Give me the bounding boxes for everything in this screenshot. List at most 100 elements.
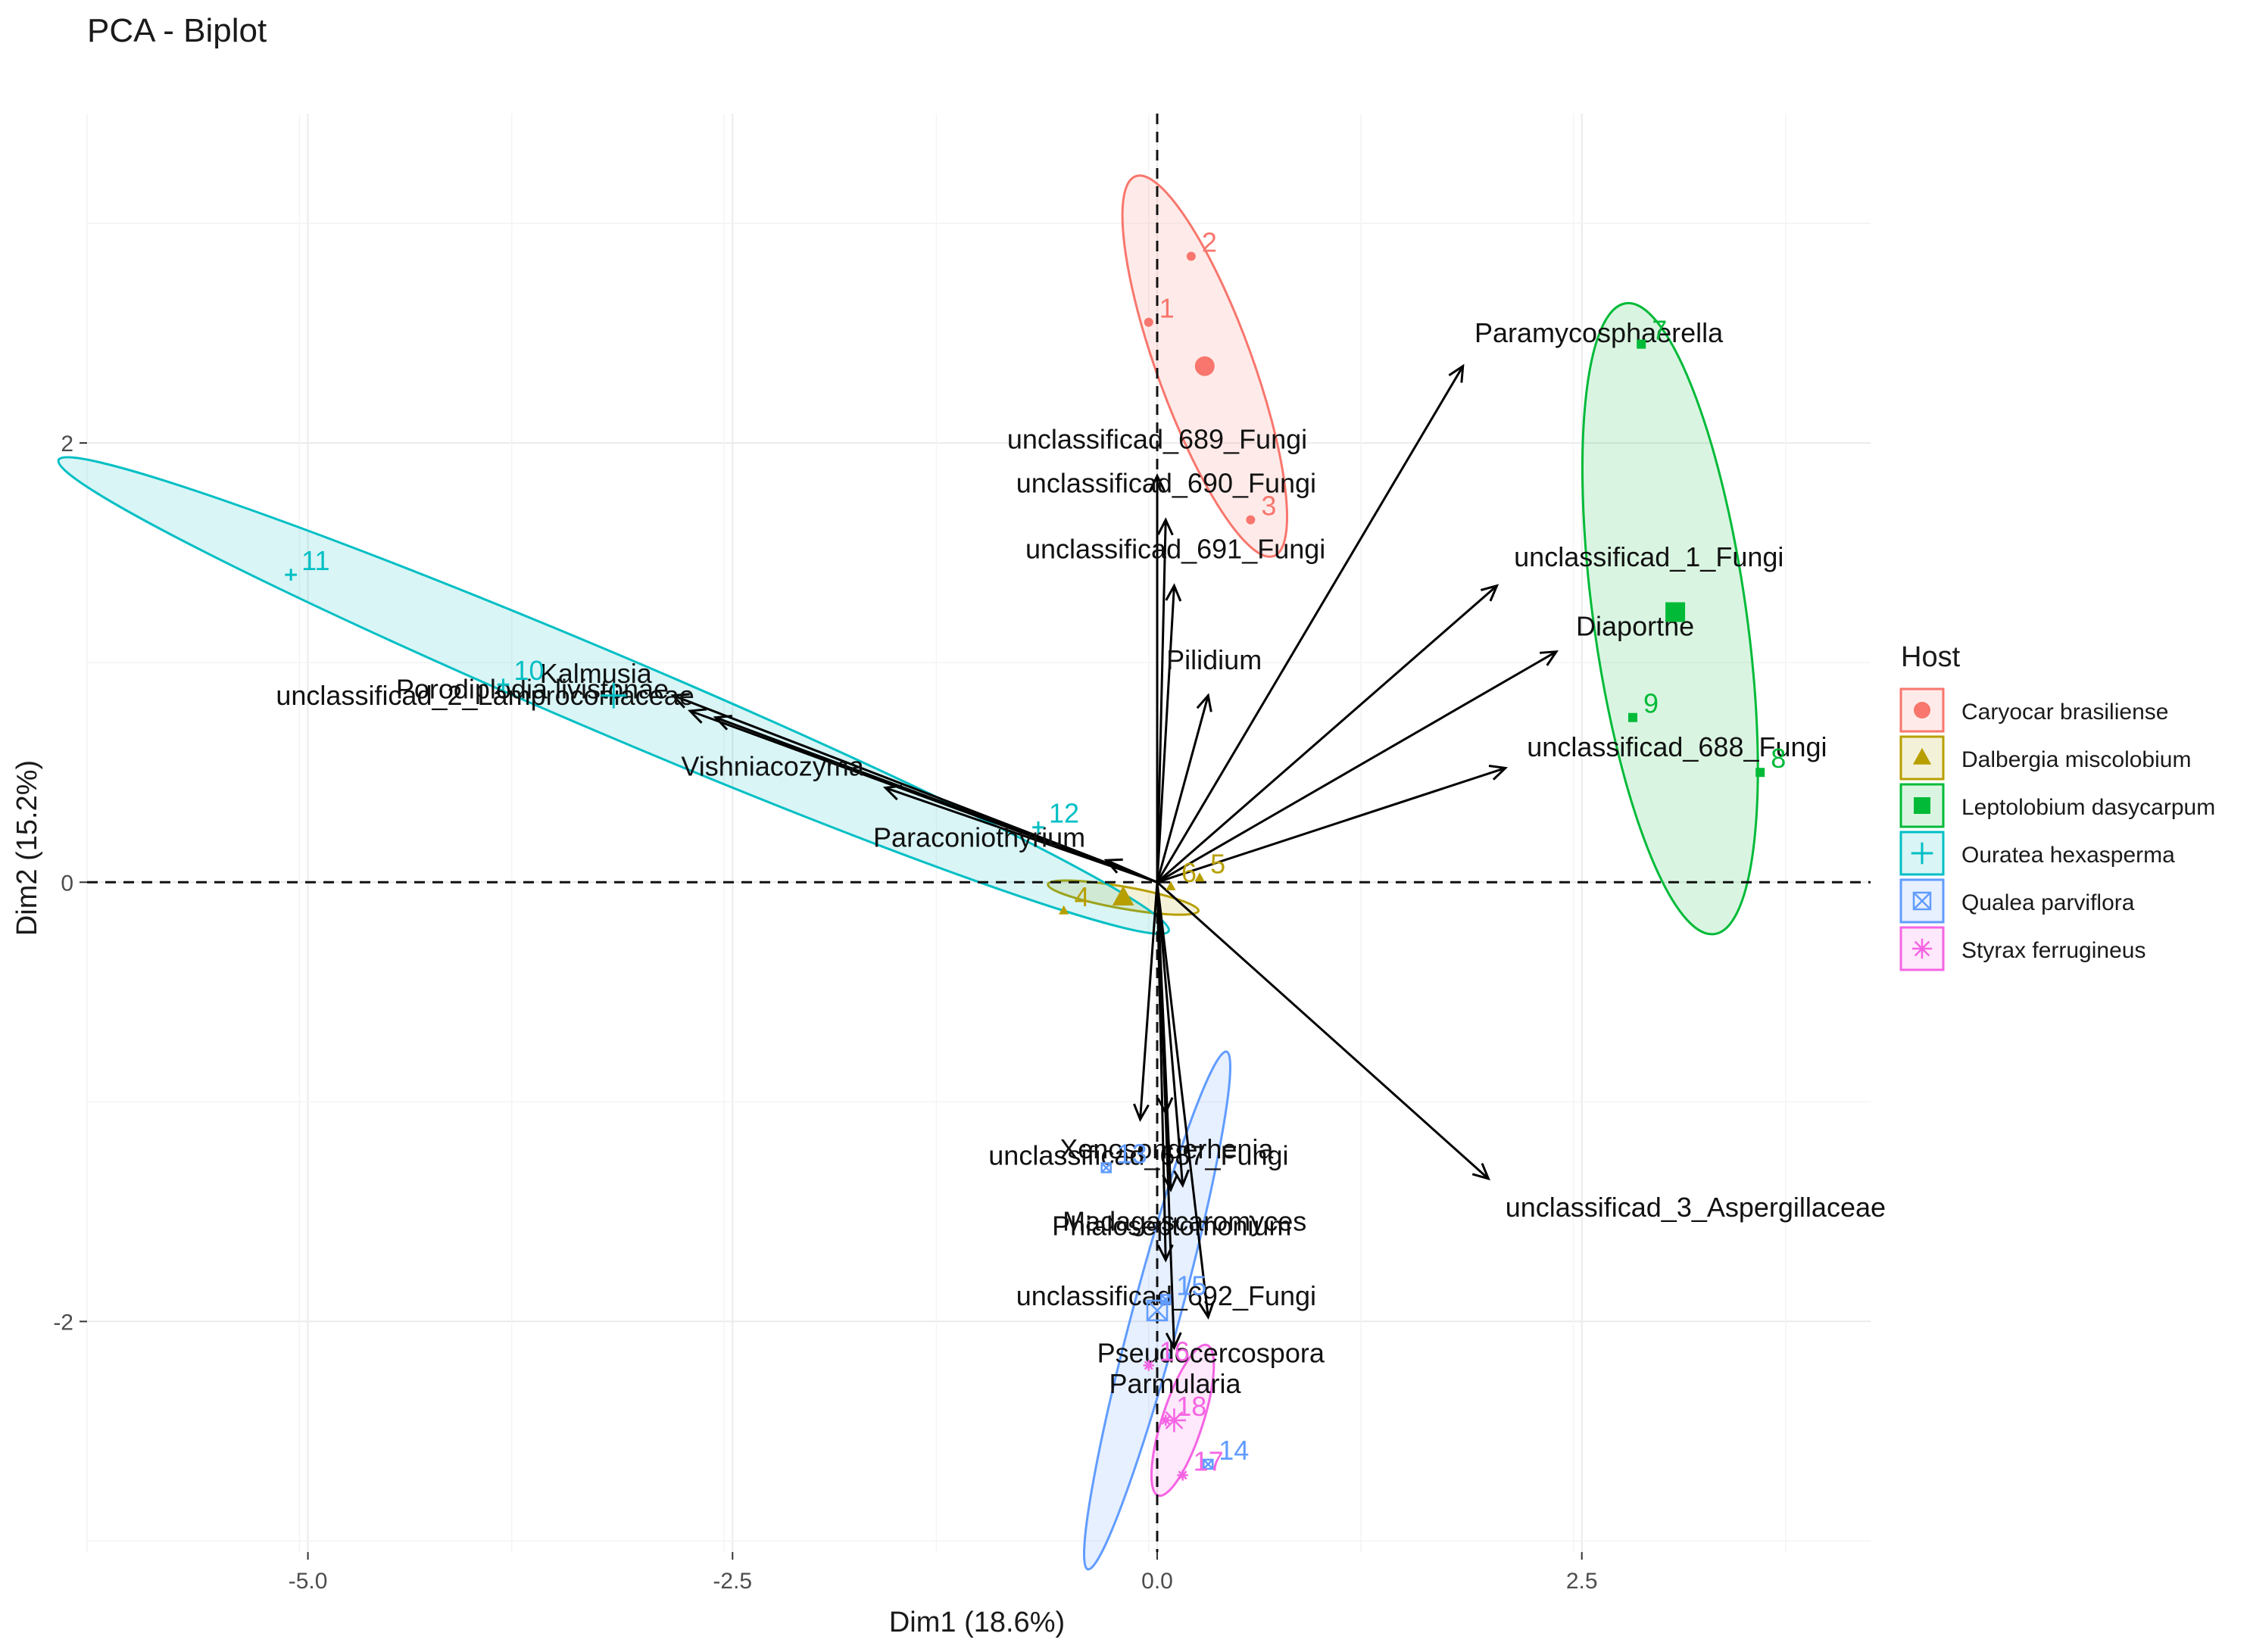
legend-entry-label: Dalbergia miscolobium — [1961, 747, 2191, 772]
loading-label: unclassificad_691_Fungi — [1025, 534, 1325, 565]
legend-entry-label: Caryocar brasiliense — [1961, 700, 2168, 725]
sample-point-label: 2 — [1202, 227, 1217, 258]
arrow-head — [1540, 650, 1559, 666]
arrow-head — [1165, 583, 1182, 602]
loading-arrow — [1156, 882, 1175, 1348]
sample-point-label: 3 — [1261, 491, 1276, 522]
sample-point-label: 16 — [1159, 1336, 1190, 1367]
sample-point-diag2 — [1160, 1294, 1172, 1305]
loading-label: unclassificad_687_Fungi — [988, 1139, 1288, 1170]
loading-arrow — [1156, 585, 1175, 883]
sample-point-label: 1 — [1159, 293, 1175, 324]
legend-entry-label: Leptolobium dasycarpum — [1961, 795, 2215, 820]
sample-point-label: 8 — [1771, 743, 1786, 774]
arrow-head — [1103, 858, 1123, 874]
axes: -5.0 -2.5 0.0 2.5 -2 0 2 — [53, 432, 1597, 1594]
loading-arrow — [1156, 584, 1498, 884]
loading-label: Paramycosphaerella — [1475, 317, 1724, 348]
arrow-head — [1173, 1169, 1190, 1189]
x-tick-label: -5.0 — [289, 1569, 328, 1594]
sample-point — [1628, 712, 1637, 722]
sample-point — [1203, 1458, 1214, 1470]
loading-arrow — [1156, 365, 1465, 884]
arrow-head — [687, 708, 707, 724]
arrow-head — [1165, 1332, 1182, 1351]
sample-point — [1159, 1294, 1172, 1305]
loading-arrow — [1156, 882, 1184, 1186]
arrow-head — [1156, 517, 1174, 536]
group-centroid-diag2 — [1147, 1300, 1168, 1321]
arrow-head — [1471, 1162, 1490, 1181]
legend-entry-label: Qualea parviflora — [1961, 890, 2135, 915]
loading-arrow — [1156, 650, 1557, 884]
loading-label: Vishniacozyma — [681, 751, 864, 782]
sample-point-label: 17 — [1194, 1445, 1224, 1476]
y-tick-label: 2 — [61, 432, 73, 457]
legend-key-marker-spoke3 — [1914, 940, 1930, 957]
legend-key-marker — [1914, 702, 1930, 718]
sample-point — [1166, 881, 1176, 890]
legend: Host Caryocar brasiliense Dalbergia miscol… — [1899, 641, 2215, 971]
loading-arrow — [1156, 882, 1209, 1317]
loading-label: Phialoseptomonium — [1052, 1210, 1291, 1241]
y-tick-label: 0 — [61, 871, 73, 896]
chart-title: PCA - Biplot — [87, 12, 267, 49]
y-axis-label: Dim2 (15.2%) — [11, 760, 43, 936]
sample-point-label: 13 — [1117, 1138, 1147, 1169]
legend-key-marker — [1912, 891, 1932, 911]
sample-point — [1194, 872, 1205, 882]
sample-point — [1637, 339, 1646, 349]
legend-entry-label: Styrax ferrugineus — [1961, 938, 2145, 963]
group-centroid — [1665, 602, 1686, 622]
sample-point — [1246, 515, 1256, 525]
group-centroid-spoke3 — [1165, 1411, 1184, 1429]
sample-point-spoke3 — [1144, 1361, 1153, 1370]
legend-key-marker — [1912, 747, 1932, 765]
loading-arrow — [1156, 519, 1167, 883]
sample-point-label: 18 — [1176, 1391, 1206, 1422]
loading-arrow — [715, 716, 1158, 884]
group-centroid — [1194, 356, 1215, 376]
loading-label: unclassificad_690_Fungi — [1016, 468, 1316, 499]
sample-point — [1100, 1162, 1112, 1174]
sample-point-label: 14 — [1219, 1435, 1249, 1466]
loading-arrow — [1156, 767, 1506, 884]
loading-label: Paraconiothyrium — [873, 821, 1085, 852]
sample-point-diag2 — [1100, 1162, 1112, 1174]
sample-point-label: 10 — [514, 655, 545, 686]
legend-key-marker — [1914, 797, 1930, 814]
loading-label: Parmularia — [1109, 1368, 1241, 1399]
group-centroid — [1146, 1299, 1169, 1322]
group-ellipses — [57, 174, 1759, 1571]
legend-title: Host — [1901, 641, 1961, 673]
x-tick-label: 0.0 — [1141, 1569, 1173, 1594]
sample-point — [1755, 768, 1765, 778]
sample-point-label: 7 — [1652, 315, 1667, 346]
loading-arrow — [1156, 881, 1490, 1180]
loading-label: Porodiplodia livistonae — [396, 674, 669, 705]
loading-label: Pseudocercospora — [1097, 1337, 1325, 1368]
sample-point-spoke3 — [1178, 1470, 1187, 1480]
loading-label: unclassificad_688_Fungi — [1527, 731, 1827, 762]
loading-arrow — [1139, 882, 1159, 1120]
loading-label: unclassificad_2_Lamproconiaceae — [276, 680, 694, 711]
arrow-head — [670, 693, 690, 709]
group-centroid — [1112, 885, 1134, 905]
arrow-head — [1149, 473, 1166, 492]
sample-point-label: 12 — [1049, 798, 1079, 829]
arrow-head — [1448, 363, 1465, 383]
arrow-head — [1198, 1301, 1215, 1320]
loading-label: unclassificad_689_Fungi — [1007, 424, 1307, 455]
arrow-head — [1488, 765, 1509, 781]
loading-label: Madagascaromyces — [1063, 1205, 1306, 1236]
x-axis-label: Dim1 (18.6%) — [889, 1607, 1065, 1638]
sample-point-label: 4 — [1075, 881, 1090, 912]
loading-arrow — [1156, 695, 1209, 883]
loading-label: unclassificad_3_Aspergillaceae — [1506, 1192, 1886, 1223]
sample-point — [1144, 317, 1153, 327]
legend-key-marker-diag2 — [1913, 892, 1931, 910]
arrow-head — [1196, 693, 1212, 712]
sample-point-label: 9 — [1643, 688, 1659, 719]
